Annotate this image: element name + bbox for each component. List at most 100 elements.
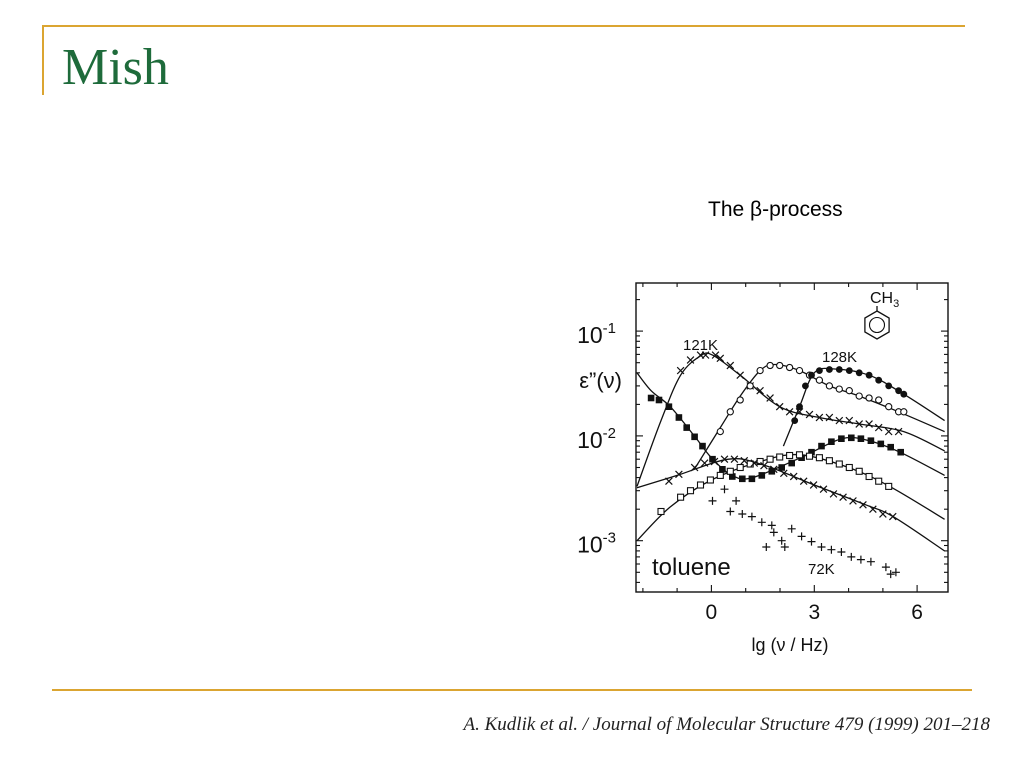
data-point xyxy=(706,476,714,484)
data-point xyxy=(726,361,735,370)
data-point xyxy=(750,459,759,467)
data-point xyxy=(894,427,903,436)
data-point xyxy=(849,497,857,505)
y-tick-label: 10-1 xyxy=(577,320,616,348)
data-point xyxy=(857,435,865,442)
data-point xyxy=(825,382,834,390)
data-point xyxy=(799,477,808,486)
data-point xyxy=(835,366,843,373)
data-point xyxy=(675,414,683,421)
sample-label: toluene xyxy=(652,554,731,581)
data-point xyxy=(756,386,764,395)
data-point xyxy=(805,410,814,419)
data-point xyxy=(839,493,847,502)
plot-frame xyxy=(635,282,949,593)
data-point xyxy=(779,469,788,478)
data-point xyxy=(716,427,724,436)
data-point xyxy=(888,512,897,521)
methyl-label-main: CH xyxy=(870,290,893,307)
data-point xyxy=(869,505,877,514)
methyl-label-subscript: 3 xyxy=(893,298,899,310)
data-point xyxy=(710,457,719,466)
data-point xyxy=(900,408,908,416)
benzene-ring-icon xyxy=(864,310,890,340)
data-point xyxy=(877,440,885,448)
data-point xyxy=(815,376,824,384)
x-tick-label: 3 xyxy=(808,601,820,624)
data-point xyxy=(885,382,893,390)
data-point xyxy=(757,518,766,527)
data-point xyxy=(701,351,710,359)
data-point xyxy=(787,524,796,533)
data-point xyxy=(847,552,856,561)
data-point xyxy=(875,376,883,384)
data-point xyxy=(778,464,785,471)
series-square-open xyxy=(636,451,945,542)
data-point xyxy=(875,396,883,404)
data-point xyxy=(856,555,865,564)
y-tick-label-exponent: -2 xyxy=(603,425,616,442)
data-point xyxy=(875,477,883,485)
data-point xyxy=(762,543,771,551)
data-point xyxy=(780,543,789,551)
data-point xyxy=(676,366,685,375)
data-point xyxy=(726,408,734,416)
data-point xyxy=(686,356,695,364)
data-point xyxy=(855,467,863,475)
data-point xyxy=(845,387,853,395)
series-circle-open xyxy=(693,361,945,470)
data-point xyxy=(785,407,794,416)
data-point xyxy=(740,456,749,465)
data-point xyxy=(647,394,655,402)
data-point xyxy=(716,354,725,363)
data-point xyxy=(828,438,835,445)
series-121k xyxy=(636,351,945,487)
data-point xyxy=(835,385,843,393)
data-point xyxy=(815,454,823,462)
data-point xyxy=(736,371,745,380)
data-point xyxy=(716,471,724,479)
data-point xyxy=(848,434,855,442)
data-point xyxy=(775,402,784,411)
data-point xyxy=(818,442,825,450)
slide-title: Mish xyxy=(62,39,169,96)
data-point xyxy=(690,463,699,472)
data-point xyxy=(665,403,673,410)
data-point xyxy=(807,537,816,546)
data-point xyxy=(708,496,717,505)
x-tick-label: 0 xyxy=(706,601,718,624)
data-point xyxy=(795,366,804,375)
data-point xyxy=(736,463,744,472)
series-72k xyxy=(708,485,900,579)
data-point xyxy=(825,457,833,465)
data-point xyxy=(746,382,754,390)
y-tick-label-base: 10 xyxy=(577,322,603,348)
label-121k: 121K xyxy=(683,337,718,354)
data-point xyxy=(785,363,794,372)
data-point xyxy=(732,496,741,505)
data-point xyxy=(867,437,875,444)
data-point xyxy=(699,442,706,450)
data-point xyxy=(809,481,818,489)
data-point xyxy=(736,396,744,404)
data-point xyxy=(769,528,778,537)
accent-top-line xyxy=(42,25,965,27)
data-point xyxy=(816,367,823,374)
data-point xyxy=(776,453,784,461)
data-point xyxy=(887,443,894,451)
data-point xyxy=(874,423,883,432)
data-point xyxy=(719,466,726,473)
data-point xyxy=(766,455,774,463)
y-tick-label-base: 10 xyxy=(577,427,603,453)
data-point xyxy=(865,371,873,379)
data-point xyxy=(777,536,786,545)
data-point xyxy=(786,451,794,460)
accent-vertical-line xyxy=(42,25,44,95)
data-point xyxy=(859,500,867,509)
fit-line xyxy=(782,367,945,447)
data-point xyxy=(884,427,893,436)
accent-bottom-line xyxy=(52,689,972,691)
data-point xyxy=(767,521,776,530)
series-layer xyxy=(636,351,945,579)
data-point xyxy=(726,507,735,516)
